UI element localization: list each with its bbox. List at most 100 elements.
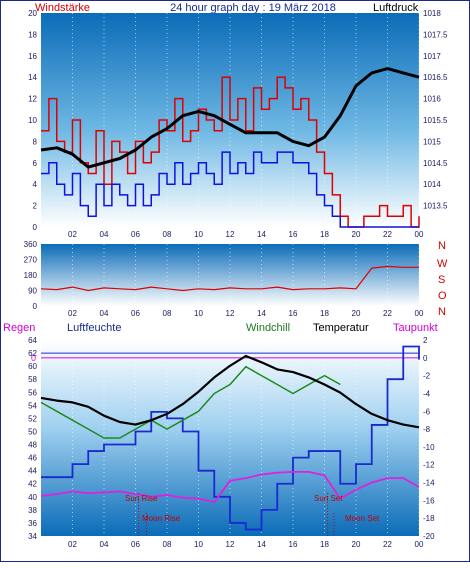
pressure-axis-tick: 1018 xyxy=(423,9,441,18)
wind-speed-label: Windstärke xyxy=(35,2,90,14)
x-tick-label: 04 xyxy=(100,309,109,318)
windchill-series xyxy=(40,365,341,439)
pressure-axis-tick: 1014 xyxy=(423,180,441,189)
humidity-axis-tick: 38 xyxy=(28,506,37,515)
wind-axis-tick: 14 xyxy=(28,73,37,82)
direction-axis-tick: 270 xyxy=(24,256,38,265)
humidity-axis-tick: 48 xyxy=(28,441,37,450)
temperature-series xyxy=(40,354,420,429)
wind-direction-series xyxy=(40,265,419,292)
wind-axis-tick: 16 xyxy=(28,52,37,61)
x-tick-label: 10 xyxy=(194,540,203,549)
humidity-axis-tick: 40 xyxy=(28,493,37,502)
x-tick-label: 06 xyxy=(131,540,140,549)
x-tick-label: 14 xyxy=(257,309,266,318)
rain-zero-label: 0 xyxy=(31,353,36,363)
x-tick-label: 20 xyxy=(352,230,361,239)
temperature-axis-tick: 0 xyxy=(423,354,428,363)
humidity-axis-tick: 58 xyxy=(28,375,37,384)
x-tick-label: 18 xyxy=(320,230,329,239)
temperature-legend: Temperatur xyxy=(313,322,369,334)
x-tick-label: 16 xyxy=(289,540,298,549)
humidity-series xyxy=(41,345,420,531)
pressure-axis-tick: 1017 xyxy=(423,52,441,61)
temperature-axis-tick: -14 xyxy=(423,479,435,488)
wind-axis-tick: 0 xyxy=(33,223,38,232)
humidity-legend: Luftfeuchte xyxy=(67,322,121,334)
direction-axis-tick: 90 xyxy=(28,287,37,296)
moon-rise-label: Moon Rise xyxy=(142,514,181,523)
pressure-axis-tick: 1013.5 xyxy=(423,202,448,211)
wind-axis-tick: 8 xyxy=(33,137,38,146)
humidity-axis-tick: 62 xyxy=(28,349,37,358)
pressure-series xyxy=(40,67,420,169)
wind-axis-tick: 6 xyxy=(33,159,38,168)
x-tick-label: 08 xyxy=(163,230,172,239)
wind-axis-tick: 4 xyxy=(33,180,38,189)
humidity-axis-tick: 54 xyxy=(28,401,37,410)
pressure-axis-tick: 1014.5 xyxy=(423,159,448,168)
dewpoint-series xyxy=(40,471,420,503)
x-tick-label: 08 xyxy=(163,309,172,318)
temperature-axis-tick: -18 xyxy=(423,514,435,523)
x-tick-label: 00 xyxy=(415,230,424,239)
x-tick-label: 02 xyxy=(68,540,77,549)
x-tick-label: 02 xyxy=(68,230,77,239)
x-tick-label: 08 xyxy=(163,540,172,549)
humidity-axis-tick: 44 xyxy=(28,467,37,476)
pressure-axis-tick: 1017.5 xyxy=(423,30,448,39)
compass-east: O xyxy=(438,290,447,302)
sun-rise-label: Sun Rise xyxy=(125,494,158,503)
x-tick-label: 10 xyxy=(194,230,203,239)
x-tick-label: 04 xyxy=(100,540,109,549)
temperature-axis-tick: -4 xyxy=(423,389,431,398)
sun-set-label: Sun Set xyxy=(314,494,343,503)
x-tick-label: 04 xyxy=(100,230,109,239)
pressure-axis-tick: 1016 xyxy=(423,95,441,104)
x-tick-label: 20 xyxy=(352,540,361,549)
humidity-axis-tick: 42 xyxy=(28,480,37,489)
temperature-axis-tick: -10 xyxy=(423,443,435,452)
x-tick-label: 06 xyxy=(131,309,140,318)
dewpoint-legend: Taupunkt xyxy=(393,322,438,334)
wind-speed-series xyxy=(41,76,420,228)
pressure-label: Luftdruck xyxy=(373,2,419,14)
x-tick-label: 20 xyxy=(352,309,361,318)
wind-gust-series xyxy=(41,151,419,228)
temperature-axis-tick: 2 xyxy=(423,336,428,345)
wind-axis-tick: 2 xyxy=(33,202,38,211)
x-tick-label: 22 xyxy=(383,230,392,239)
pressure-axis-tick: 1016.5 xyxy=(423,73,448,82)
x-tick-label: 18 xyxy=(320,309,329,318)
humidity-axis-tick: 60 xyxy=(28,362,37,371)
temperature-axis-tick: -6 xyxy=(423,407,431,416)
humidity-axis-tick: 34 xyxy=(28,532,37,541)
pressure-axis-tick: 1015 xyxy=(423,137,441,146)
direction-axis-tick: 360 xyxy=(24,240,38,249)
x-tick-label: 06 xyxy=(131,230,140,239)
temperature-axis-tick: -2 xyxy=(423,372,431,381)
compass-north: N xyxy=(438,240,446,252)
x-tick-label: 16 xyxy=(289,230,298,239)
pressure-axis-tick: 1015.5 xyxy=(423,116,448,125)
wind-axis-tick: 12 xyxy=(28,95,37,104)
humidity-axis-tick: 64 xyxy=(28,336,37,345)
rain-legend: Regen xyxy=(3,322,35,334)
humidity-axis-tick: 52 xyxy=(28,414,37,423)
x-tick-label: 16 xyxy=(289,309,298,318)
temperature-axis-tick: -16 xyxy=(423,496,435,505)
wind-axis-tick: 10 xyxy=(28,116,37,125)
humidity-axis-tick: 36 xyxy=(28,519,37,528)
compass-west: W xyxy=(437,258,448,270)
x-tick-label: 14 xyxy=(257,540,266,549)
temperature-axis-tick: -20 xyxy=(423,532,435,541)
x-tick-label: 22 xyxy=(383,540,392,549)
x-tick-label: 12 xyxy=(226,230,235,239)
direction-axis-tick: 0 xyxy=(33,302,38,311)
graph-title: 24 hour graph day : 19 März 2018 xyxy=(170,2,336,14)
humidity-axis-tick: 50 xyxy=(28,427,37,436)
humidity-axis-tick: 46 xyxy=(28,454,37,463)
x-tick-label: 02 xyxy=(68,309,77,318)
compass-north-bottom: N xyxy=(438,306,446,318)
